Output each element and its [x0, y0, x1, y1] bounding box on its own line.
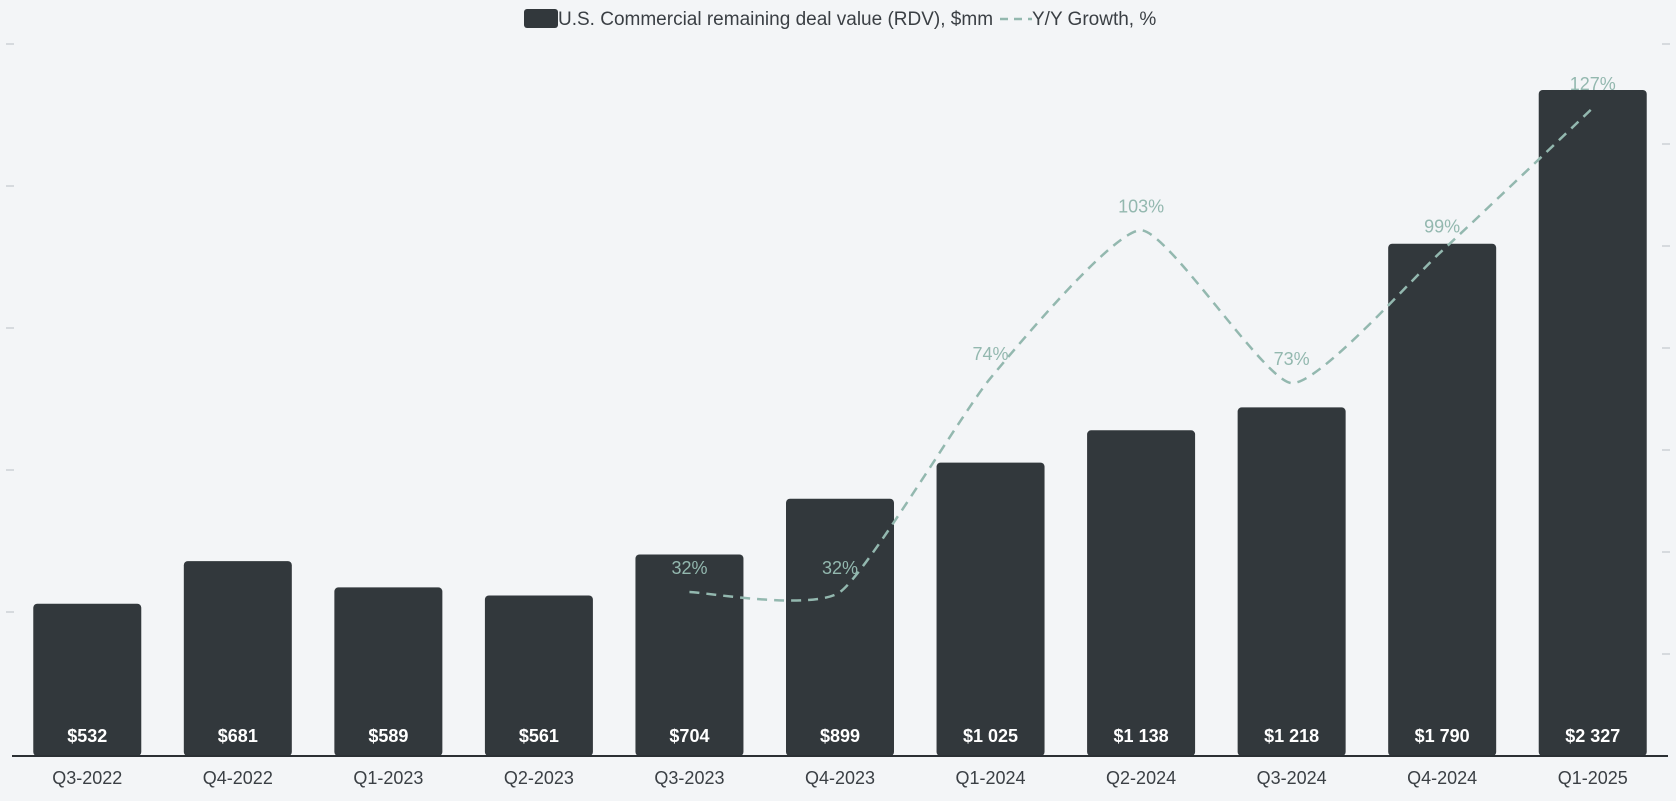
- x-tick-label: Q3-2024: [1257, 768, 1327, 788]
- x-tick-label: Q4-2023: [805, 768, 875, 788]
- bar-value-label: $589: [368, 726, 408, 746]
- bar-q4-2024: [1388, 243, 1497, 756]
- growth-value-label: 74%: [973, 344, 1009, 364]
- x-tick-label: Q4-2022: [203, 768, 273, 788]
- growth-value-labels: 32% 32% 74% 103% 73% 99% 127%: [671, 74, 1615, 578]
- x-tick-label: Q3-2023: [654, 768, 724, 788]
- legend-line-label: Y/Y Growth, %: [1032, 9, 1156, 30]
- bar-value-label: $704: [669, 726, 709, 746]
- legend: U.S. Commercial remaining deal value (RD…: [524, 9, 1156, 30]
- growth-value-label: 73%: [1274, 349, 1310, 369]
- bar-series: [33, 90, 1647, 756]
- growth-value-label: 32%: [822, 558, 858, 578]
- bar-value-label: $1 790: [1415, 726, 1470, 746]
- bar-q3-2022: [33, 603, 142, 756]
- bar-q1-2025: [1538, 90, 1647, 756]
- x-tick-label: Q2-2024: [1106, 768, 1176, 788]
- x-tick-label: Q2-2023: [504, 768, 574, 788]
- x-tick-label: Q1-2024: [956, 768, 1026, 788]
- bar-q2-2024: [1087, 430, 1196, 756]
- legend-bar-swatch: [524, 9, 558, 28]
- bar-value-label: $1 218: [1264, 726, 1319, 746]
- growth-line: [689, 107, 1594, 602]
- bar-value-labels: $532 $681 $589 $561 $704 $899 $1 025 $1 138 $1 2…: [67, 726, 1620, 746]
- bar-q3-2023: [635, 554, 744, 756]
- x-tick-label: Q1-2025: [1558, 768, 1628, 788]
- bar-value-label: $561: [519, 726, 559, 746]
- bar-value-label: $899: [820, 726, 860, 746]
- growth-value-label: 103%: [1118, 196, 1164, 216]
- growth-line-series: [689, 107, 1594, 602]
- bar-q4-2023: [786, 498, 894, 756]
- bar-value-label: $2 327: [1565, 726, 1620, 746]
- x-tick-label: Q1-2023: [353, 768, 423, 788]
- growth-value-label: 127%: [1570, 74, 1616, 94]
- bar-value-label: $532: [67, 726, 107, 746]
- left-axis-ticks: [6, 43, 14, 613]
- growth-value-label: 32%: [671, 558, 707, 578]
- x-tick-label: Q3-2022: [52, 768, 122, 788]
- bar-q4-2022: [183, 561, 292, 756]
- bar-q3-2024: [1237, 407, 1346, 756]
- bar-value-label: $681: [218, 726, 258, 746]
- growth-value-label: 99%: [1424, 217, 1460, 237]
- bar-q1-2023: [334, 587, 443, 756]
- right-axis-ticks: [1662, 43, 1670, 655]
- x-axis-tick-labels: Q3-2022 Q4-2022 Q1-2023 Q2-2023 Q3-2023 Q4-20…: [52, 768, 1628, 788]
- legend-bar-label: U.S. Commercial remaining deal value (RD…: [558, 9, 993, 30]
- bar-q2-2023: [484, 595, 593, 756]
- bar-q1-2024: [936, 462, 1045, 756]
- bar-value-label: $1 025: [963, 726, 1018, 746]
- bar-value-label: $1 138: [1114, 726, 1169, 746]
- x-tick-label: Q4-2024: [1407, 768, 1477, 788]
